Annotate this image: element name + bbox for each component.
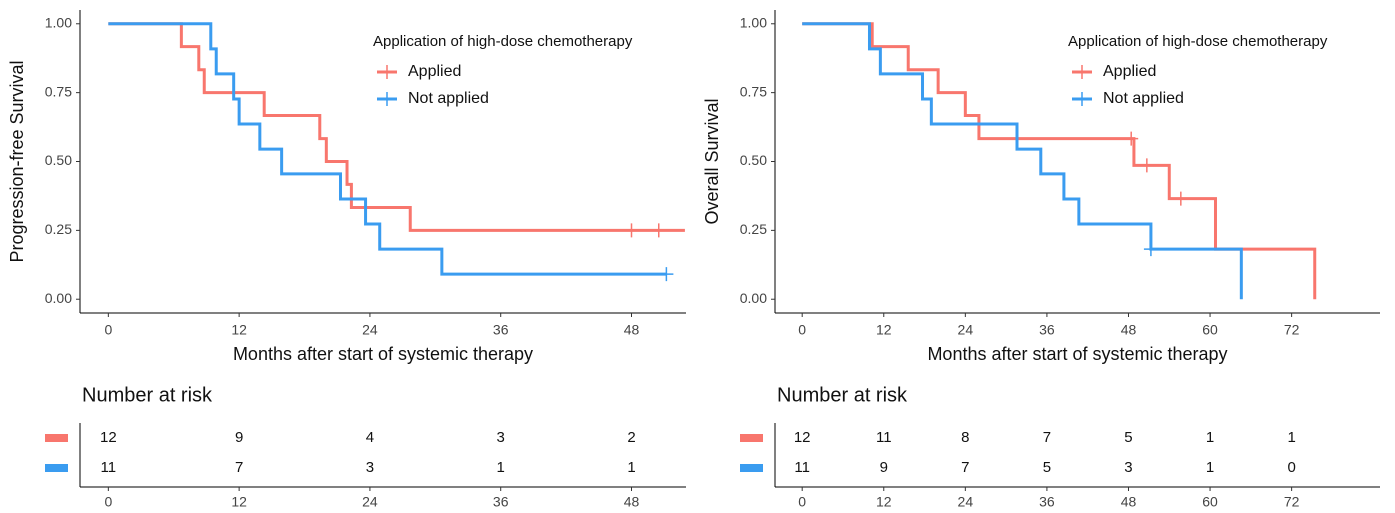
risk-count: 3 xyxy=(1124,459,1132,476)
legend-label: Not applied xyxy=(1103,90,1184,107)
risk-count: 3 xyxy=(497,429,505,446)
x-tick-label: 12 xyxy=(231,322,247,338)
risk-count: 1 xyxy=(1206,459,1214,476)
censor-mark xyxy=(1139,158,1154,173)
risk-x-tick-label: 60 xyxy=(1202,494,1218,510)
risk-count: 12 xyxy=(794,429,811,446)
risk-count: 0 xyxy=(1287,459,1295,476)
survival-curve xyxy=(802,22,1317,300)
risk-x-tick-label: 36 xyxy=(1039,494,1055,510)
risk-x-tick-label: 48 xyxy=(624,494,640,510)
risk-count: 1 xyxy=(627,459,635,476)
y-tick-label: 0.25 xyxy=(740,221,767,237)
risk-count: 4 xyxy=(366,429,374,446)
y-tick-label: 0.75 xyxy=(740,83,767,99)
risk-count: 11 xyxy=(101,459,117,476)
legend-title: Application of high-dose chemotherapy xyxy=(1068,33,1328,50)
risk-color-key xyxy=(740,464,763,472)
risk-x-tick-label: 36 xyxy=(493,494,509,510)
risk-count: 9 xyxy=(880,459,888,476)
risk-count: 1 xyxy=(497,459,505,476)
y-tick-label: 1.00 xyxy=(740,14,767,30)
y-tick-label: 0.50 xyxy=(740,152,767,168)
risk-count: 8 xyxy=(961,429,969,446)
risk-x-tick-label: 72 xyxy=(1284,494,1300,510)
x-tick-label: 24 xyxy=(958,322,974,338)
censor-mark xyxy=(1143,242,1158,257)
censor-mark xyxy=(659,267,674,282)
censor-mark xyxy=(651,223,666,238)
risk-x-tick-label: 0 xyxy=(104,494,112,510)
y-axis-title: Overall Survival xyxy=(702,98,722,224)
survival-curve xyxy=(108,22,667,276)
risk-table-title: Number at risk xyxy=(82,384,213,406)
survival-curve xyxy=(108,22,685,232)
y-tick-label: 0.75 xyxy=(45,83,72,99)
x-tick-label: 36 xyxy=(1039,322,1055,338)
x-tick-label: 60 xyxy=(1202,322,1218,338)
risk-x-tick-label: 48 xyxy=(1121,494,1137,510)
survival-curve xyxy=(802,22,1243,300)
risk-count: 7 xyxy=(235,459,243,476)
risk-color-key xyxy=(45,434,68,442)
x-tick-label: 0 xyxy=(798,322,806,338)
risk-x-tick-label: 24 xyxy=(958,494,974,510)
risk-count: 7 xyxy=(961,459,969,476)
x-tick-label: 48 xyxy=(1121,322,1137,338)
risk-count: 1 xyxy=(1287,429,1295,446)
risk-table-title: Number at risk xyxy=(777,384,908,406)
x-axis-title: Months after start of systemic therapy xyxy=(233,344,533,364)
risk-count: 1 xyxy=(1206,429,1214,446)
legend-label: Not applied xyxy=(408,90,489,107)
risk-count: 5 xyxy=(1043,459,1051,476)
x-tick-label: 48 xyxy=(624,322,640,338)
risk-x-tick-label: 12 xyxy=(231,494,247,510)
risk-x-tick-label: 0 xyxy=(798,494,806,510)
censor-mark xyxy=(624,223,639,238)
legend-title: Application of high-dose chemotherapy xyxy=(373,33,633,50)
x-tick-label: 36 xyxy=(493,322,509,338)
risk-count: 9 xyxy=(235,429,243,446)
risk-color-key xyxy=(45,464,68,472)
x-tick-label: 12 xyxy=(876,322,892,338)
x-tick-label: 0 xyxy=(104,322,112,338)
x-axis-title: Months after start of systemic therapy xyxy=(927,344,1227,364)
y-tick-label: 1.00 xyxy=(45,14,72,30)
x-tick-label: 72 xyxy=(1284,322,1300,338)
y-tick-label: 0.25 xyxy=(45,221,72,237)
risk-count: 2 xyxy=(627,429,635,446)
risk-count: 11 xyxy=(876,429,892,446)
x-tick-label: 24 xyxy=(362,322,378,338)
y-axis-title: Progression-free Survival xyxy=(7,60,27,262)
risk-count: 5 xyxy=(1124,429,1132,446)
censor-mark xyxy=(1173,191,1188,206)
y-tick-label: 0.00 xyxy=(740,290,767,306)
risk-count: 3 xyxy=(366,459,374,476)
legend-label: Applied xyxy=(408,63,461,80)
risk-count: 11 xyxy=(794,459,810,476)
risk-count: 7 xyxy=(1043,429,1051,446)
legend-label: Applied xyxy=(1103,63,1156,80)
risk-color-key xyxy=(740,434,763,442)
censor-mark xyxy=(1124,131,1139,146)
risk-count: 12 xyxy=(100,429,117,446)
y-tick-label: 0.00 xyxy=(45,290,72,306)
y-tick-label: 0.50 xyxy=(45,152,72,168)
risk-x-tick-label: 12 xyxy=(876,494,892,510)
risk-x-tick-label: 24 xyxy=(362,494,378,510)
